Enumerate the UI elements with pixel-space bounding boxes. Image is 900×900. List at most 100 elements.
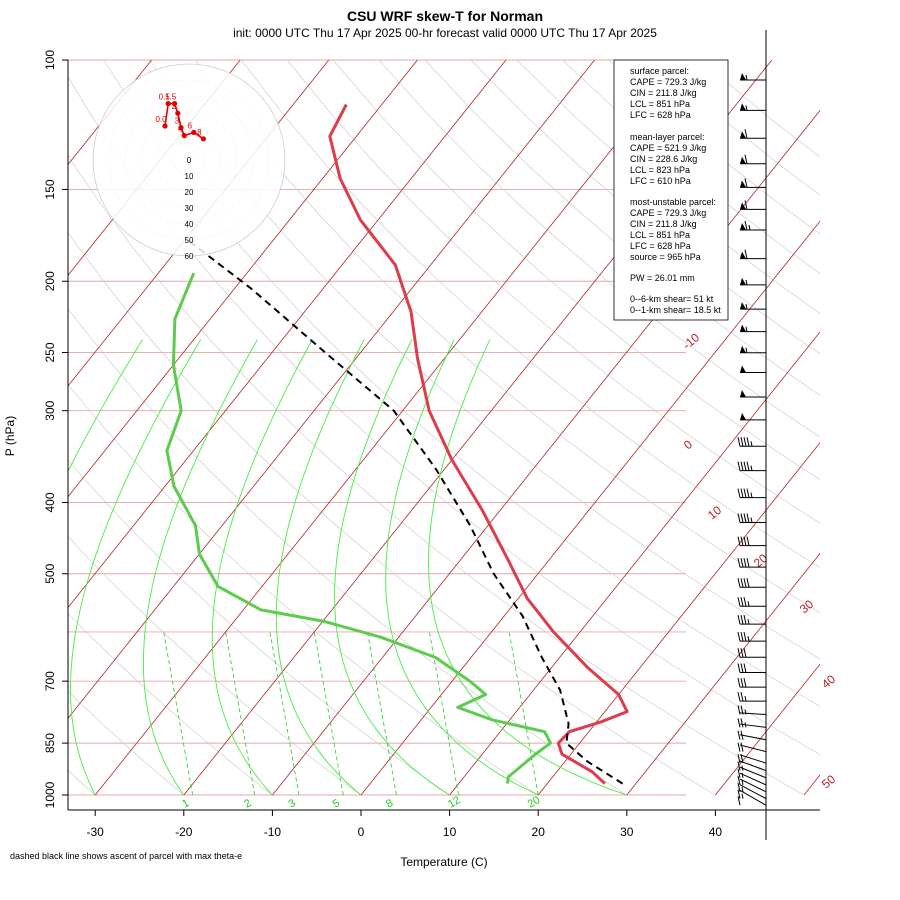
shear-0-1km: 0--1-km shear= 18.5 kt: [630, 305, 721, 315]
wind-barb: [737, 760, 767, 772]
y-tick-label: 300: [43, 400, 57, 420]
wind-barb: [737, 784, 767, 800]
x-tick-label: 0: [358, 825, 365, 839]
x-tick-label: -20: [175, 825, 193, 839]
isotherm: [449, 331, 820, 796]
x-tick-label: -30: [87, 825, 105, 839]
y-tick-label: 250: [43, 342, 57, 362]
wind-barb: [737, 692, 766, 702]
dry-adiabat: [103, 60, 820, 707]
wind-barb: [740, 200, 766, 210]
hodo-point: [191, 129, 197, 135]
footnote: dashed black line shows ascent of parcel…: [10, 851, 242, 861]
mixing-ratio-label: 1: [180, 797, 191, 810]
hodo-ring-label: 0: [187, 156, 192, 165]
surface-lcl: LCL = 851 hPa: [630, 99, 690, 109]
dry-adiabat: [378, 60, 820, 438]
hodo-ring-label: 30: [185, 204, 194, 213]
wind-barb: [737, 663, 766, 674]
hodo-ring-label: 60: [185, 252, 194, 261]
wind-barb: [737, 766, 767, 779]
wind-barb: [737, 705, 767, 716]
isotherm: [68, 60, 595, 719]
shear-0-6km: 0--6-km shear= 51 kt: [630, 294, 714, 304]
mixing-ratio-line: [508, 631, 539, 796]
mixing-ratio-label: 12: [446, 794, 463, 811]
dry-adiabat: [68, 76, 820, 755]
mixing-ratio-labels: 1 2 3 5 8 12 20: [180, 794, 542, 811]
hodo-point: [172, 101, 178, 107]
x-tick-label: 30: [620, 825, 634, 839]
wind-barb: [737, 772, 767, 786]
dry-adiabat: [562, 60, 820, 274]
wind-barb: [737, 615, 766, 625]
hodo-point-label: 2: [172, 102, 177, 111]
moist-adiabat: [70, 339, 202, 796]
wind-barb: [740, 412, 766, 421]
hodo-point-label: 0.5: [159, 93, 171, 102]
wind-barb: [740, 365, 766, 373]
wind-barb: [740, 249, 766, 260]
y-tick-label: 200: [43, 271, 57, 291]
parcel-info-box: surface parcel: CAPE = 729.3 J/kg CIN = …: [613, 59, 729, 321]
mu-cin: CIN = 211.8 J/kg: [630, 219, 697, 229]
moist-adiabat: [334, 339, 450, 796]
y-tick-label: 150: [43, 179, 57, 199]
moist-adiabat: [428, 339, 627, 796]
mu-lfc: LFC = 628 hPa: [630, 241, 691, 251]
isotherm-label: 50: [819, 772, 838, 792]
ml-cape: CAPE = 521.9 J/kg: [630, 143, 706, 153]
isotherm-label: 40: [819, 672, 838, 692]
chart-subtitle: init: 0000 UTC Thu 17 Apr 2025 00-hr for…: [233, 26, 657, 40]
wind-barb: [737, 742, 767, 753]
isotherm-label: 30: [797, 597, 816, 617]
wind-barb: [737, 632, 766, 642]
dry-adiabat: [68, 536, 362, 796]
isotherm: [626, 552, 820, 796]
y-tick-label: 500: [43, 563, 57, 583]
wind-barb: [737, 558, 766, 568]
wind-barb: [740, 345, 766, 354]
wind-barb: [737, 789, 767, 806]
hodo-point: [162, 123, 168, 129]
mixing-ratio-line: [313, 631, 344, 796]
isotherm-label: 10: [705, 503, 724, 523]
mu-source: source = 965 hPa: [630, 252, 701, 262]
isotherm: [272, 109, 820, 796]
x-axis-label: Temperature (C): [400, 855, 487, 869]
surface-lfc: LFC = 628 hPa: [630, 110, 691, 120]
series-line-1: [165, 272, 552, 784]
ml-lfc: LFC = 610 hPa: [630, 176, 691, 186]
ml-parcel-title: mean-layer parcel:: [630, 132, 705, 142]
dry-adiabat: [149, 60, 820, 660]
sounding-profiles: [165, 103, 629, 785]
wind-barbs: [737, 73, 767, 806]
mixing-ratio-line: [163, 631, 194, 796]
dry-adiabat: [68, 383, 539, 796]
ml-lcl: LCL = 823 hPa: [630, 165, 690, 175]
x-tick-label: 10: [443, 825, 457, 839]
dry-adiabat: [700, 60, 820, 158]
wind-barb: [740, 220, 766, 231]
wind-barb: [740, 73, 766, 81]
hodo-ring-label: 40: [185, 220, 194, 229]
dry-adiabat: [286, 60, 820, 524]
wind-barb: [737, 778, 767, 793]
wind-barb: [740, 277, 766, 286]
y-tick-label: 400: [43, 492, 57, 512]
dry-adiabat: [68, 613, 273, 796]
dry-adiabat: [470, 60, 820, 355]
dry-adiabat: [241, 60, 820, 568]
mixing-ratio-label: 2: [242, 797, 253, 810]
hodo-ring-label: 20: [185, 188, 194, 197]
wind-barb: [740, 103, 766, 111]
wind-barb: [740, 154, 766, 165]
parcel-info-frame: [613, 59, 729, 321]
surface-cin: CIN = 211.8 J/kg: [630, 88, 697, 98]
y-tick-label: 100: [43, 50, 57, 70]
wind-barb: [740, 178, 766, 188]
wind-barb: [737, 678, 766, 688]
hodo-point-label: 6: [188, 121, 193, 130]
wind-barb: [740, 129, 766, 139]
